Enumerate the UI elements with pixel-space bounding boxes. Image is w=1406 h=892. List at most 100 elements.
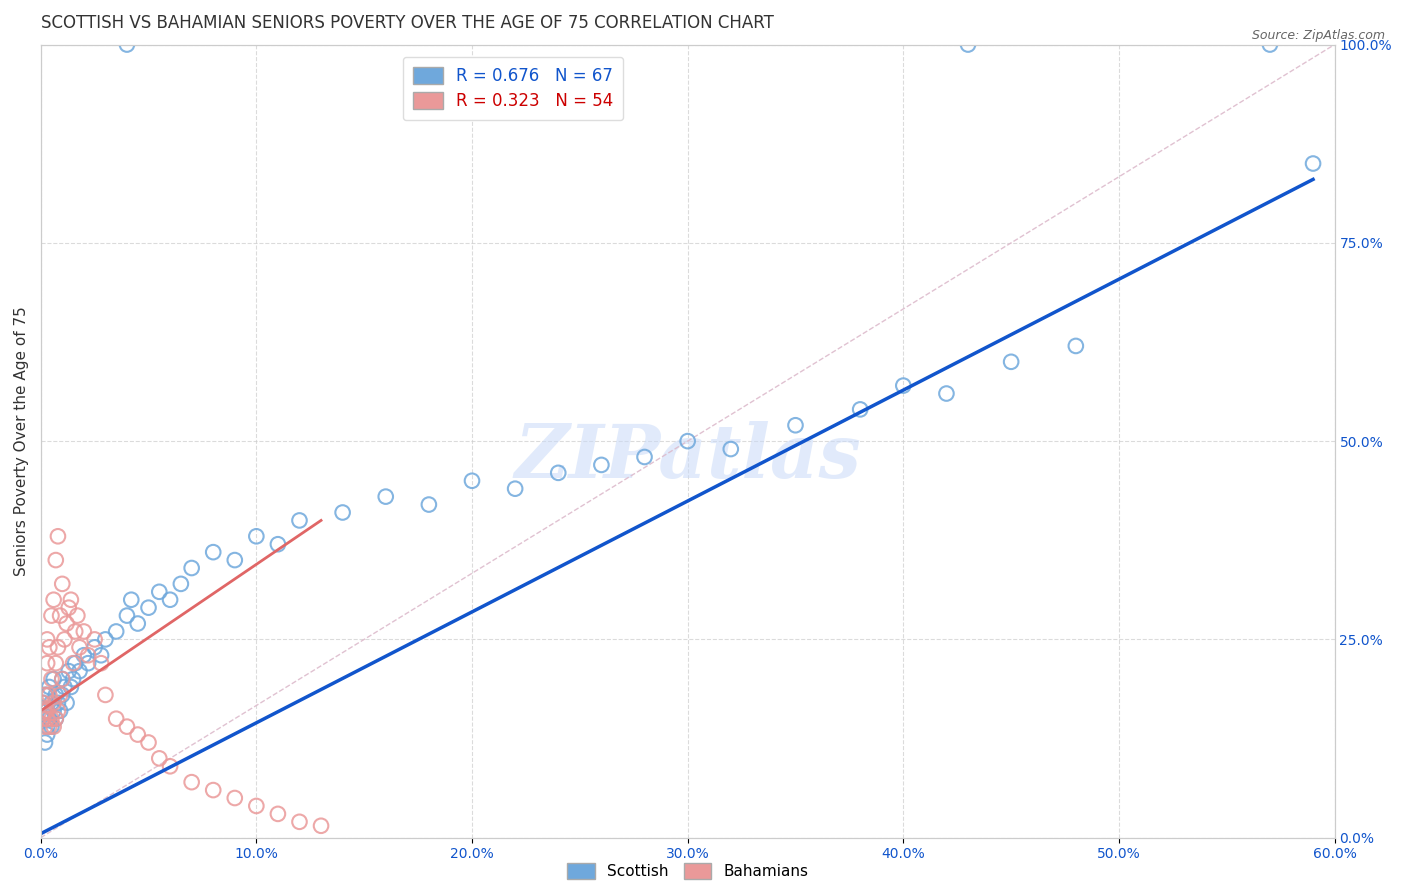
Point [73,648,96,663]
Point [46,704,69,718]
Point [53,680,76,694]
Point [1000,355,1022,369]
Point [547,466,569,480]
Point [45,712,67,726]
Point [37,704,59,718]
Point [245,529,267,543]
Point [31,712,53,726]
Point [159,759,181,773]
Point [37,632,59,647]
Point [45,688,67,702]
Point [676,434,699,449]
Point [202,545,225,559]
Point [69,664,91,678]
Point [224,791,246,805]
Point [720,442,742,456]
Text: Source: ZipAtlas.com: Source: ZipAtlas.com [1251,29,1385,43]
Point [105,624,128,639]
Point [418,498,440,512]
Point [45,553,67,567]
Point [58,600,80,615]
Point [34,720,56,734]
Point [41,712,63,726]
Point [849,402,872,417]
Point [41,608,63,623]
Point [83,640,105,655]
Point [127,616,149,631]
Point [37,720,59,734]
Point [127,728,149,742]
Point [245,799,267,814]
Point [51,672,73,686]
Point [42,696,65,710]
Point [63,656,86,670]
Point [45,712,67,726]
Point [202,783,225,797]
Point [46,640,69,655]
Point [41,720,63,734]
Point [591,458,613,472]
Point [1064,339,1087,353]
Point [42,592,65,607]
Point [34,704,56,718]
Point [51,672,73,686]
Point [66,608,89,623]
Point [170,577,193,591]
Point [42,704,65,718]
Point [374,490,396,504]
Point [267,537,290,551]
Point [332,506,354,520]
Point [90,656,112,670]
Point [41,672,63,686]
Point [42,672,65,686]
Point [77,648,100,663]
Point [105,712,128,726]
Point [34,735,56,749]
Point [138,735,160,749]
Point [115,37,138,52]
Point [53,632,76,647]
Point [785,418,807,433]
Point [956,37,979,52]
Point [935,386,957,401]
Point [891,378,914,392]
Point [31,696,53,710]
Point [94,688,117,702]
Point [38,680,60,694]
Point [38,688,60,702]
Legend: Scottish, Bahamians: Scottish, Bahamians [561,857,814,886]
Point [73,624,96,639]
Point [58,664,80,678]
Point [46,696,69,710]
Point [49,608,72,623]
Point [37,656,59,670]
Point [138,600,160,615]
Point [148,584,170,599]
Point [55,696,77,710]
Point [115,608,138,623]
Point [38,712,60,726]
Point [1302,156,1324,170]
Point [62,672,84,686]
Point [45,656,67,670]
Point [37,704,59,718]
Point [309,819,332,833]
Point [503,482,526,496]
Point [38,640,60,655]
Text: SCOTTISH VS BAHAMIAN SENIORS POVERTY OVER THE AGE OF 75 CORRELATION CHART: SCOTTISH VS BAHAMIAN SENIORS POVERTY OVE… [41,14,773,32]
Point [41,696,63,710]
Point [59,592,82,607]
Point [37,688,59,702]
Point [37,712,59,726]
Point [42,720,65,734]
Point [34,688,56,702]
Point [288,513,311,527]
Point [90,648,112,663]
Point [49,688,72,702]
Point [148,751,170,765]
Point [55,616,77,631]
Point [51,688,73,702]
Point [59,680,82,694]
Point [51,577,73,591]
Point [180,775,202,789]
